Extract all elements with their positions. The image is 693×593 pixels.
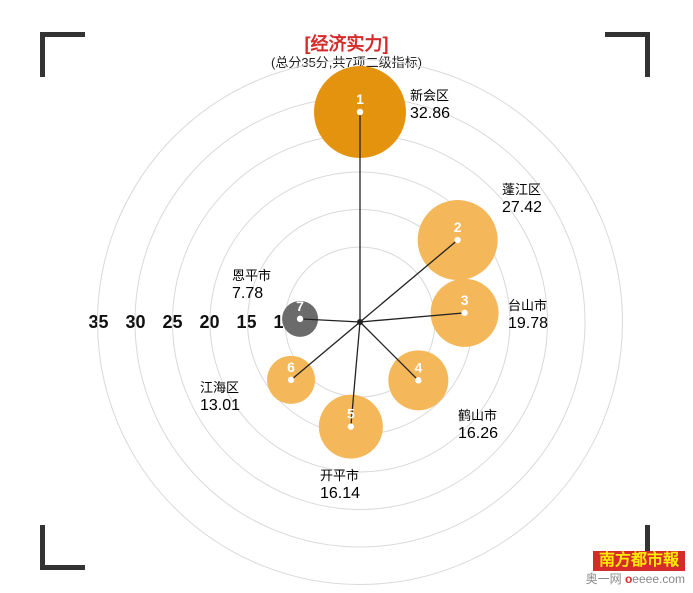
- node-value: 19.78: [508, 314, 548, 333]
- node-value: 13.01: [200, 396, 240, 415]
- node-name: 江海区: [200, 380, 240, 396]
- node-name: 开平市: [320, 468, 360, 484]
- source-badge-bottom: 奥一网 oeeee.com: [586, 573, 685, 585]
- rank-number-1: 1: [356, 91, 364, 107]
- rank-number-7: 7: [296, 298, 304, 314]
- endpoint-rank-3: [461, 310, 467, 316]
- endpoint-rank-1: [357, 109, 363, 115]
- source-badge: 南方都市報 奥一网 oeeee.com: [586, 551, 685, 585]
- endpoint-rank-5: [348, 423, 354, 429]
- rank-number-5: 5: [347, 406, 355, 422]
- endpoint-rank-2: [454, 237, 460, 243]
- source-badge-rest: eeee.com: [632, 572, 685, 586]
- node-label-rank-3: 台山市19.78: [508, 298, 548, 333]
- node-value: 16.14: [320, 484, 360, 503]
- node-label-rank-2: 蓬江区27.42: [502, 182, 542, 217]
- endpoint-rank-4: [415, 377, 421, 383]
- node-label-rank-5: 开平市16.14: [320, 468, 360, 503]
- node-name: 恩平市: [232, 268, 271, 284]
- rank-number-6: 6: [287, 359, 295, 375]
- node-label-rank-7: 恩平市7.78: [232, 268, 271, 303]
- node-value: 32.86: [410, 104, 450, 123]
- source-badge-top: 南方都市報: [593, 551, 685, 571]
- rank-number-4: 4: [414, 359, 422, 375]
- infographic-root: { "canvas": { "w": 693, "h": 593 }, "fra…: [0, 0, 693, 593]
- node-name: 蓬江区: [502, 182, 542, 198]
- node-value: 7.78: [232, 284, 271, 303]
- source-badge-pre: 奥一网: [586, 572, 625, 586]
- node-name: 鹤山市: [458, 408, 498, 424]
- rank-number-2: 2: [454, 219, 462, 235]
- node-label-rank-4: 鹤山市16.26: [458, 408, 498, 443]
- node-name: 新会区: [410, 88, 450, 104]
- endpoint-rank-7: [297, 316, 303, 322]
- node-value: 16.26: [458, 424, 498, 443]
- node-label-rank-1: 新会区32.86: [410, 88, 450, 123]
- center-dot: [357, 319, 363, 325]
- node-label-rank-6: 江海区13.01: [200, 380, 240, 415]
- node-value: 27.42: [502, 198, 542, 217]
- rank-number-3: 3: [461, 292, 469, 308]
- node-name: 台山市: [508, 298, 548, 314]
- spoke-rank-4: [360, 322, 418, 380]
- endpoint-rank-6: [288, 377, 294, 383]
- radial-chart-svg: 1 2 3 4 5 6 7: [0, 0, 693, 593]
